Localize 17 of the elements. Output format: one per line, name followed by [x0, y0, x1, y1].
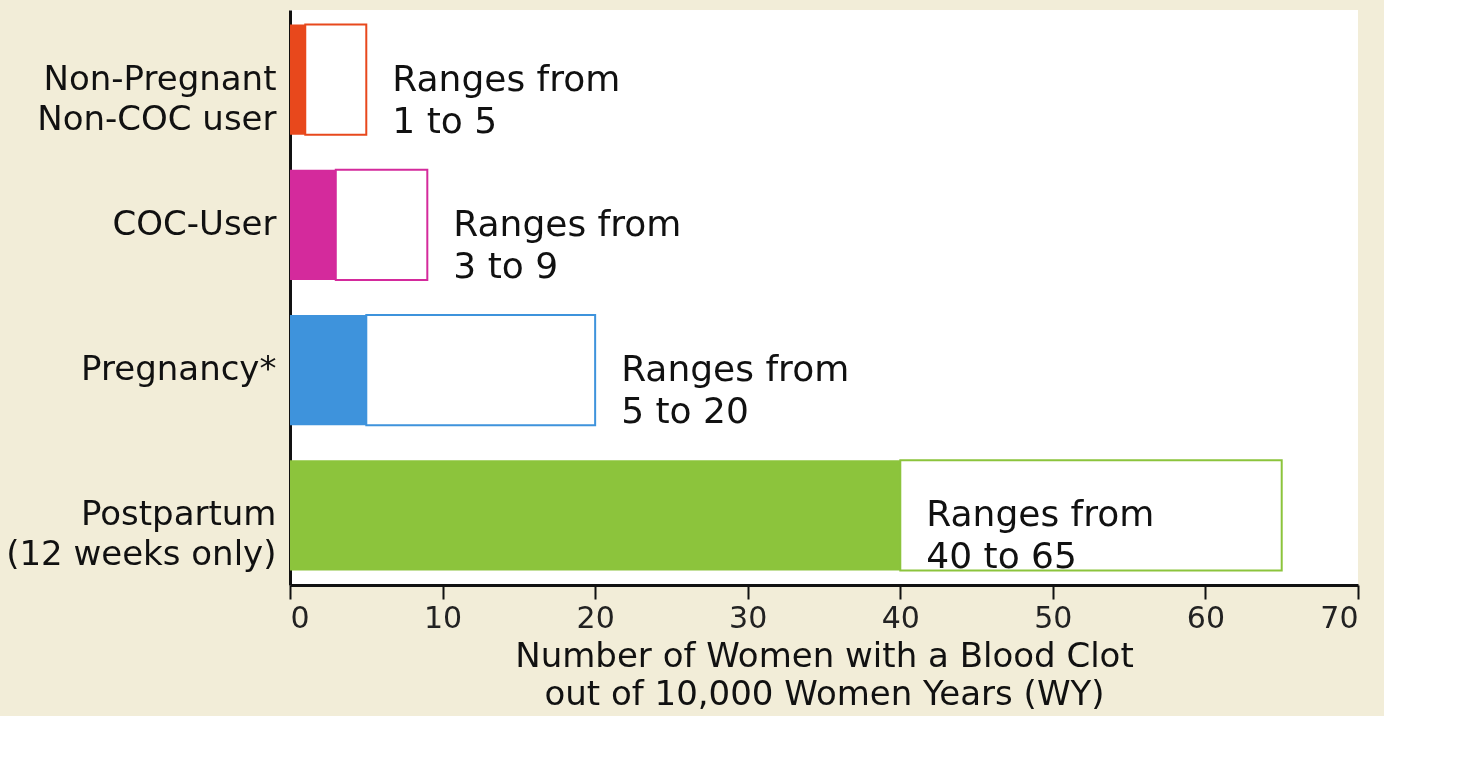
x-tick-label: 20 [576, 599, 615, 635]
x-tick-label: 70 [1320, 599, 1359, 635]
y-tick-label: COC-User [112, 202, 277, 243]
y-tick-label: Pregnancy* [81, 348, 277, 389]
y-tick-label: Non-Pregnant Non-COC user [37, 57, 277, 138]
annotation: Ranges from 3 to 9 [453, 202, 682, 286]
annotation: Ranges from 5 to 20 [621, 348, 850, 432]
y-tick-label: Postpartum (12 weeks only) [6, 493, 277, 574]
x-axis-title: Number of Women with a Blood Clot out of 10,000 Women Years (WY) [515, 634, 1134, 713]
x-tick-label: 0 [290, 599, 310, 635]
x-tick-label: 60 [1186, 599, 1226, 635]
x-tick-label: 40 [881, 599, 920, 635]
x-tick-label: 50 [1034, 599, 1073, 635]
annotation: Ranges from 1 to 5 [392, 57, 621, 141]
annotation: Ranges from 40 to 65 [926, 493, 1155, 577]
x-tick-label: 30 [729, 599, 768, 635]
x-tick-label: 10 [423, 599, 463, 635]
